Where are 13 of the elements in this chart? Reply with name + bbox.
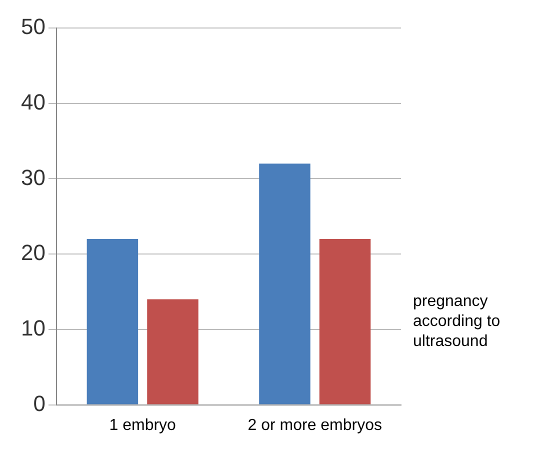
bar — [259, 164, 310, 404]
y-tick-label: 40 — [20, 89, 46, 114]
y-tick-label: 0 — [33, 390, 46, 416]
y-tick-label: 20 — [20, 240, 46, 266]
y-tick-label: 30 — [20, 164, 46, 190]
x-tick-label: 1 embryo — [109, 416, 176, 434]
text: pregnancy according to ultrasound — [413, 293, 500, 350]
bar — [86, 239, 138, 404]
y-tick-label: 10 — [20, 316, 46, 341]
x-tick-label: 2 or more embryos — [248, 416, 382, 434]
bar — [147, 299, 198, 404]
bar — [319, 239, 371, 404]
y-tick-label: 50 — [20, 14, 46, 40]
